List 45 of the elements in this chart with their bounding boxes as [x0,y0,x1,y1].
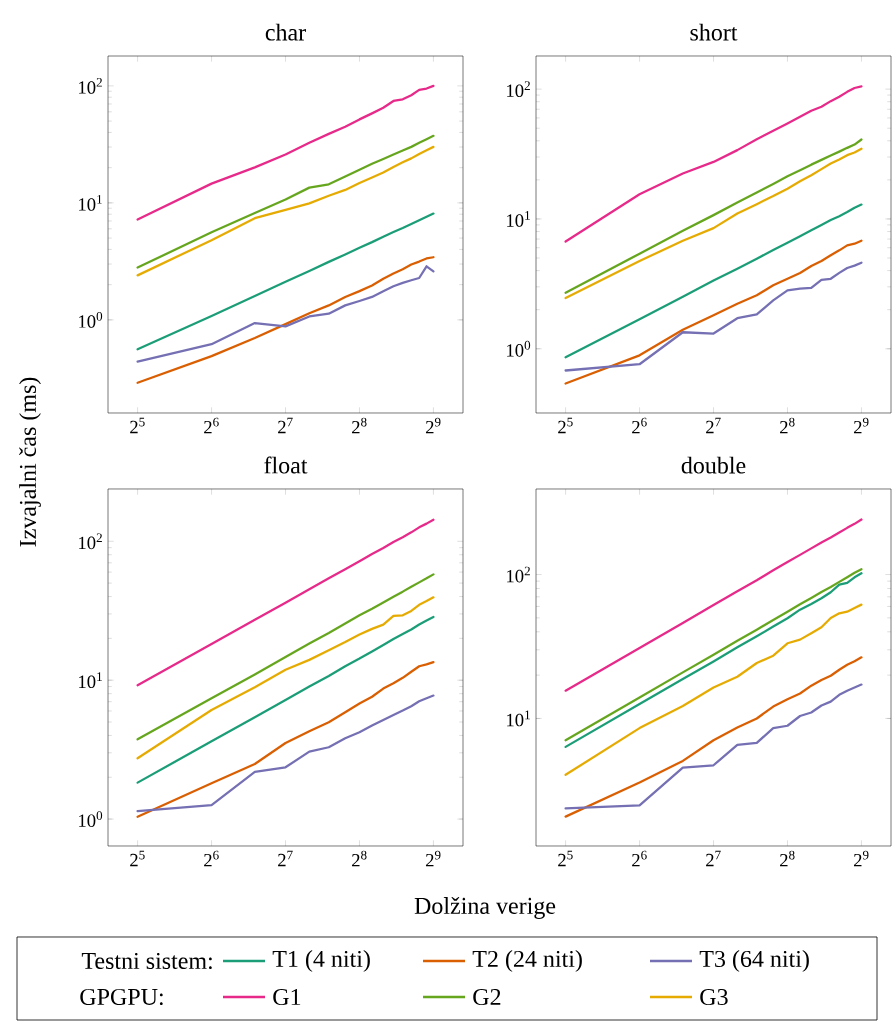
x-tick-label: 2$^{6}$ [632,417,647,434]
y-tick-label: 10$^{1}$ [507,710,530,727]
y-tick-label: 10$^{2}$ [79,533,102,550]
chart-title: char [265,23,306,41]
x-tick-label: 2$^{5}$ [130,417,145,434]
legend-label: T3 (64 niti) [699,950,809,972]
x-tick-label: 2$^{8}$ [352,417,367,434]
y-tick-label: 10$^{1}$ [79,194,102,211]
x-tick-label: 2$^{6}$ [632,850,647,867]
y-tick-label: 10$^{2}$ [507,566,530,583]
x-tick-label: 2$^{5}$ [558,417,573,434]
legend-label: G1 [273,988,301,1006]
y-axis-title: Izvajalni čas (ms) [19,377,41,547]
x-tick-label: 2$^{5}$ [130,850,145,867]
chart-title: double [681,456,746,474]
chart-title: float [264,456,308,474]
x-tick-label: 2$^{8}$ [352,850,367,867]
x-tick-label: 2$^{5}$ [558,850,573,867]
legend-label: G3 [700,988,728,1006]
y-tick-label: 10$^{0}$ [79,311,103,328]
x-tick-label: 2$^{7}$ [278,417,293,434]
y-tick-label: 10$^{0}$ [79,811,103,827]
y-tick-label: 10$^{1}$ [79,672,102,689]
x-tick-label: 2$^{7}$ [706,850,721,867]
x-tick-label: 2$^{8}$ [780,417,795,434]
legend-label: G2 [473,988,501,1006]
text: GPGPU: [80,988,163,1006]
text: Testni sistem: [81,952,212,970]
x-tick-label: 2$^{7}$ [278,850,293,867]
legend-label: T1 (4 niti) [272,950,370,972]
x-tick-label: 2$^{9}$ [425,850,441,867]
x-tick-label: 2$^{9}$ [425,417,441,434]
x-tick-label: 2$^{7}$ [706,417,721,434]
y-tick-label: 10$^{0}$ [507,340,531,357]
legend-label: T2 (24 niti) [472,950,582,972]
x-tick-label: 2$^{6}$ [204,417,219,434]
y-tick-label: 10$^{1}$ [507,211,530,227]
x-axis-title: Dolžina verige [414,897,556,919]
x-tick-label: 2$^{9}$ [853,417,869,434]
x-tick-label: 2$^{8}$ [780,850,795,867]
y-tick-label: 10$^{2}$ [507,81,530,98]
y-tick-label: 10$^{2}$ [79,77,102,94]
chart-title: short [690,23,738,41]
x-tick-label: 2$^{9}$ [853,850,869,867]
x-tick-label: 2$^{6}$ [204,850,219,867]
